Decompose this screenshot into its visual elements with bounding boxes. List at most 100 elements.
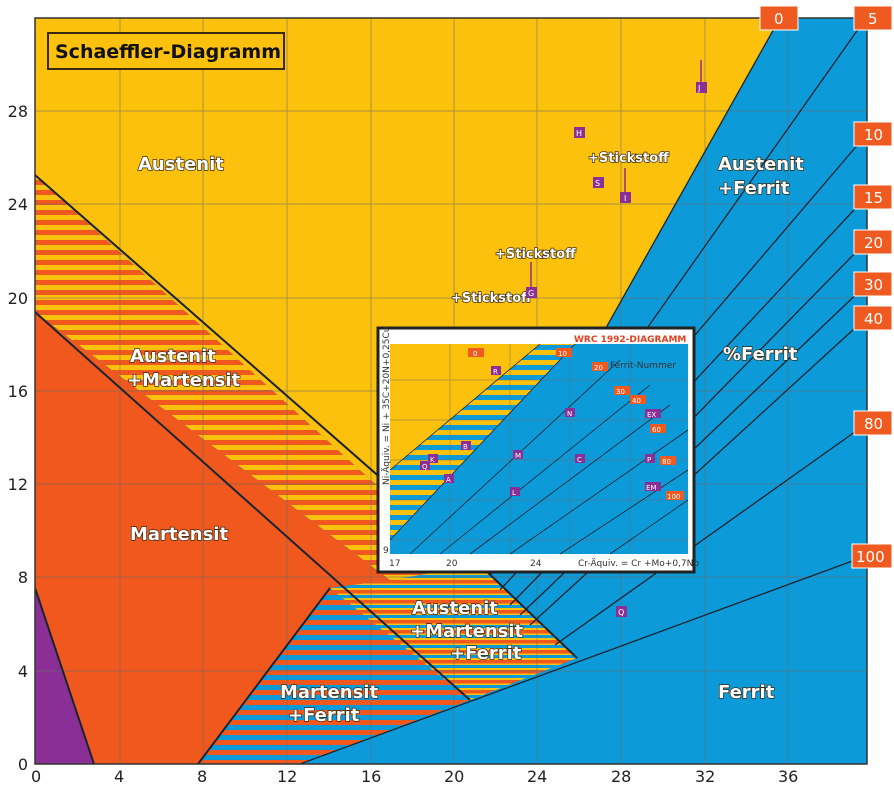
inset-point: EM <box>646 484 656 492</box>
fn-box <box>853 184 893 210</box>
point-marker <box>574 127 585 138</box>
inset-y-tick: 9 <box>383 546 389 556</box>
label-stickstoff-3: +Stickstoff <box>451 291 532 306</box>
inset-fn: 0 <box>473 350 477 358</box>
inset-fn: 60 <box>652 426 661 434</box>
y-tick: 20 <box>8 289 28 308</box>
point-marker <box>696 82 707 93</box>
inset-fn: 10 <box>558 350 567 358</box>
x-tick: 16 <box>361 767 381 786</box>
x-tick: 12 <box>277 767 297 786</box>
inset-x-tick: 20 <box>446 559 458 569</box>
point-marker <box>593 177 604 188</box>
x-tick: 32 <box>695 767 715 786</box>
inset-point: P <box>647 456 651 464</box>
y-tick: 28 <box>8 102 28 121</box>
fn-label: 0 <box>774 10 784 28</box>
title-box <box>47 32 285 70</box>
x-tick: 4 <box>114 767 124 786</box>
point-label: H <box>576 129 582 138</box>
x-tick: 28 <box>611 767 631 786</box>
label-ferrit: Ferrit <box>718 682 775 703</box>
fn-label: 40 <box>864 310 883 328</box>
label-amf-3: +Ferrit <box>450 643 522 664</box>
inset-fn: 30 <box>616 388 625 396</box>
fn-label: 80 <box>864 415 883 433</box>
inset-point: EX <box>647 411 656 419</box>
fn-box <box>853 121 893 147</box>
label-percent-ferrit: %Ferrit <box>723 344 798 365</box>
x-tick: 24 <box>527 767 547 786</box>
point-label: S <box>595 179 600 188</box>
inset-x-label: Cr-Äquiv. = Cr +Mo+0,7Nb <box>578 558 699 569</box>
fn-label: 30 <box>864 276 883 294</box>
y-axis-ticks: 0 4 8 12 16 20 24 28 <box>8 102 28 774</box>
diagram-title: Schaeffler-Diagramm <box>55 41 281 63</box>
y-tick: 16 <box>8 382 28 401</box>
fn-label: 15 <box>864 189 883 207</box>
fn-box <box>853 305 893 331</box>
inset-title: WRC 1992-DIAGRAMM <box>574 335 686 345</box>
inset-y-label: Ni-Äquiv. = Ni + 35C+20N+0,25Cu <box>381 327 392 485</box>
label-austenit: Austenit <box>138 154 224 175</box>
fn-label: 20 <box>864 234 883 252</box>
fn-box <box>853 229 893 255</box>
fn-label: 10 <box>864 126 883 144</box>
fn-box <box>853 410 893 436</box>
label-amf-1: Austenit <box>412 598 498 619</box>
inset-x-tick: 17 <box>389 559 400 569</box>
fn-box <box>853 5 893 31</box>
label-amf-2: +Martensit <box>410 621 524 642</box>
boundaries <box>35 174 578 764</box>
martensite-region <box>35 312 390 764</box>
label-austenit-martensit-1: Austenit <box>130 346 216 367</box>
point-marker <box>620 192 631 203</box>
label-mf-2: +Ferrit <box>288 705 360 726</box>
point-label: G <box>528 289 534 298</box>
inset-ferrit-nummer: Ferrit-Nummer <box>610 361 676 371</box>
inset-point: M <box>515 452 521 460</box>
point-label: J <box>697 84 700 93</box>
label-austenit-ferrit-1: Austenit <box>718 154 804 175</box>
ferrite-boxes: 0 5 10 15 20 30 40 80 100 <box>759 5 893 569</box>
point-marker <box>616 606 627 617</box>
region-labels: Austenit Austenit +Martensit Martensit A… <box>126 153 805 726</box>
y-tick: 0 <box>18 755 28 774</box>
martensite-ferrite-region <box>198 588 470 764</box>
y-tick: 24 <box>8 195 28 214</box>
label-stickstoff-2: +Stickstoff <box>495 247 576 262</box>
inset-x-tick: 24 <box>530 559 542 569</box>
inset-fn: 20 <box>594 364 603 372</box>
label-austenit-ferrit-2: +Ferrit <box>718 178 790 199</box>
point-label: I <box>624 194 626 203</box>
x-axis-ticks: 0 4 8 12 16 20 24 28 32 36 <box>31 767 798 786</box>
inset-point: B <box>463 443 468 451</box>
inset-point: A <box>446 476 451 484</box>
inset-point: L <box>512 489 516 497</box>
y-tick: 8 <box>18 568 28 587</box>
label-stickstoff-1: +Stickstoff <box>588 151 669 166</box>
point-label: Q <box>618 608 624 617</box>
fn-box <box>851 543 893 569</box>
label-mf-1: Martensit <box>280 682 378 703</box>
nitrogen-labels: +Stickstoff +Stickstoff +Stickstoff <box>450 150 670 306</box>
inset-points: R M B N K Q A C P L EM EX <box>420 366 661 497</box>
inset-point: C <box>577 456 582 464</box>
austenite-martensite-region <box>35 175 470 580</box>
inset-fn: 80 <box>662 458 671 466</box>
x-tick: 20 <box>444 767 464 786</box>
fn-box <box>853 271 893 297</box>
label-martensit: Martensit <box>130 524 228 545</box>
label-austenit-martensit-2: +Martensit <box>127 370 241 391</box>
inset-fn: 40 <box>632 397 641 405</box>
x-tick: 36 <box>778 767 798 786</box>
y-tick: 4 <box>18 662 28 681</box>
inset-fn: 100 <box>667 493 680 501</box>
wrc-inset: WRC 1992-DIAGRAMM Ni-Äquiv. = Ni + 35C+2… <box>376 326 699 574</box>
fn-label: 5 <box>868 10 878 28</box>
x-tick: 0 <box>31 767 41 786</box>
fn-box <box>759 5 799 31</box>
inset-point: Q <box>422 463 428 471</box>
